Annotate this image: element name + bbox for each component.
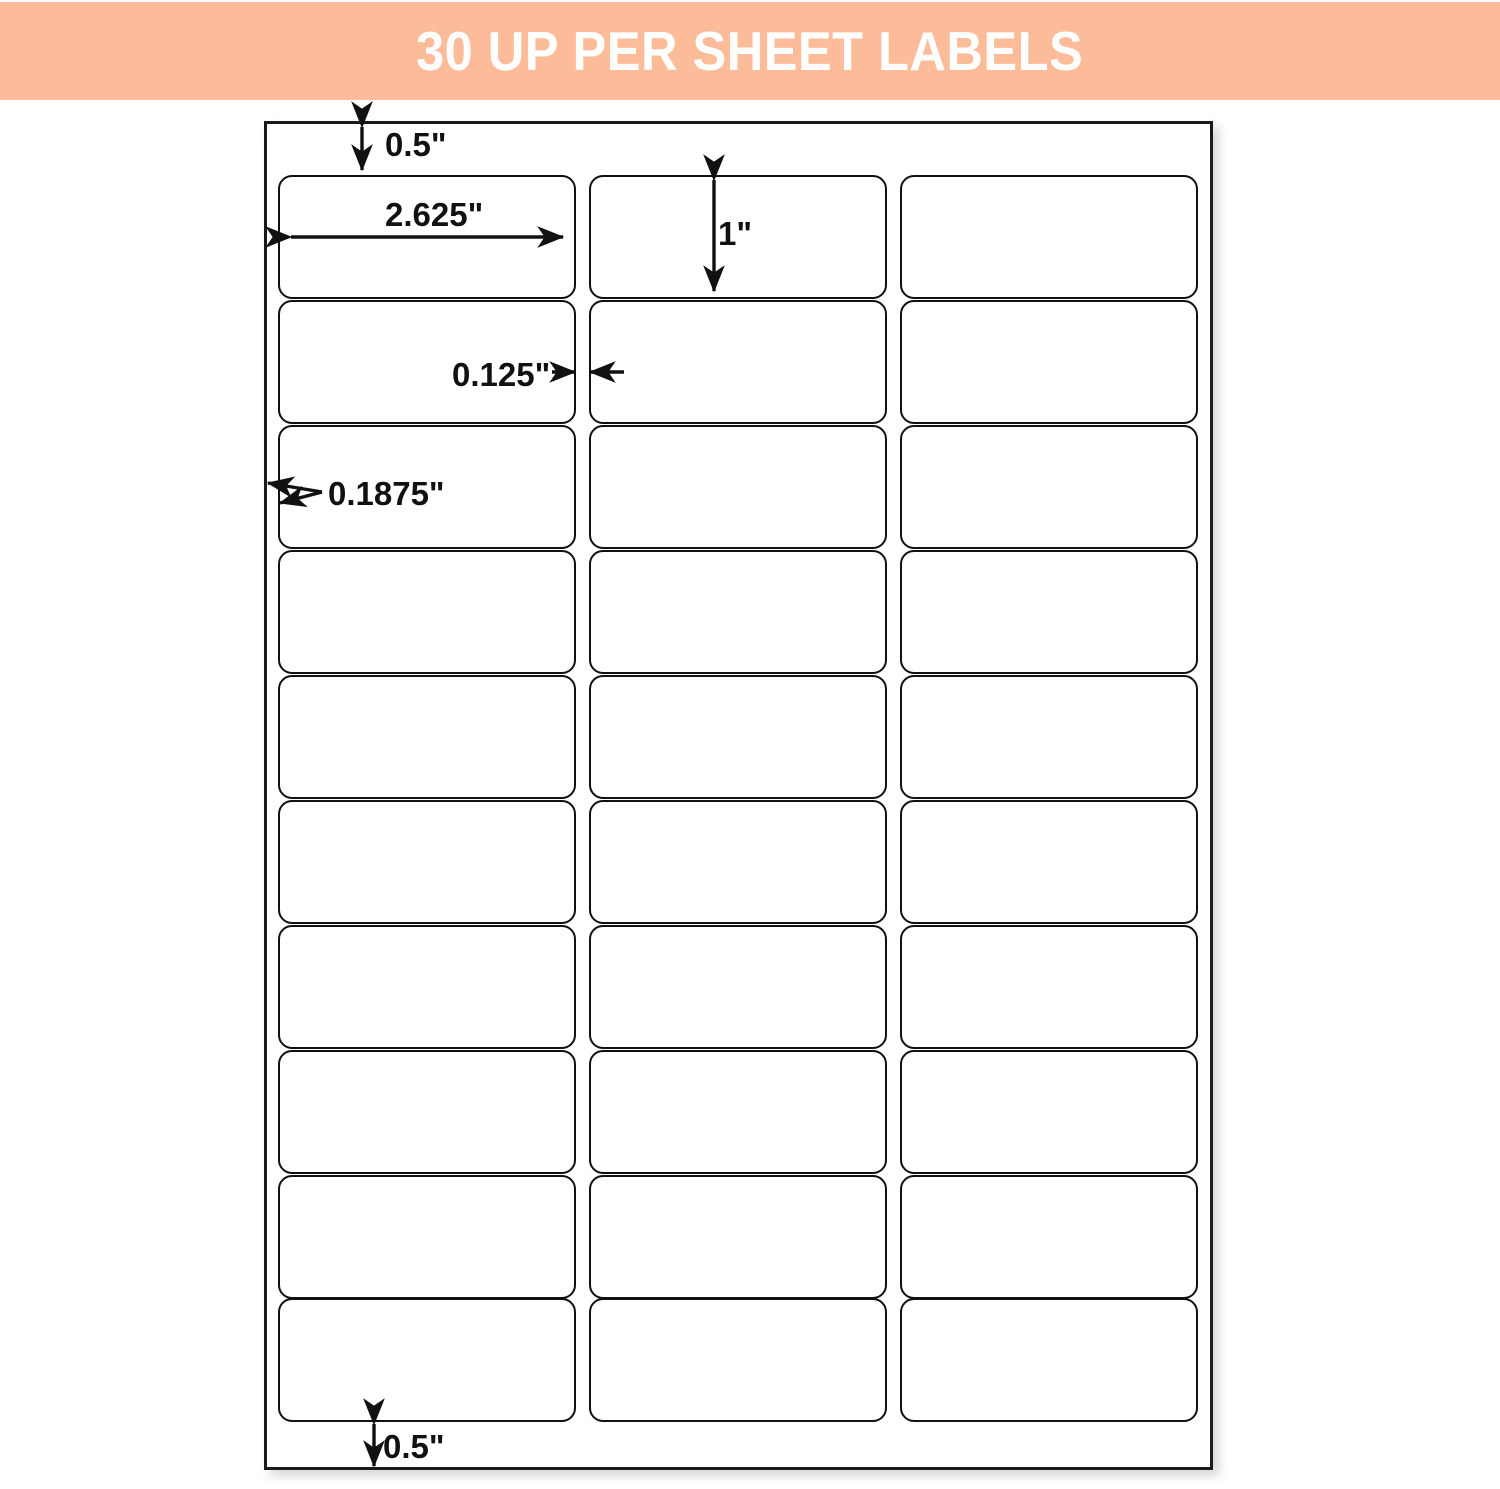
label-cell[interactable] bbox=[278, 550, 576, 674]
label-cell[interactable] bbox=[900, 1050, 1198, 1174]
header-banner: 30 UP PER SHEET LABELS bbox=[0, 2, 1500, 100]
label-cell[interactable] bbox=[278, 1175, 576, 1299]
label-cell[interactable] bbox=[278, 425, 576, 549]
label-cell[interactable] bbox=[278, 800, 576, 924]
label-column-2 bbox=[589, 175, 887, 1422]
label-cell[interactable] bbox=[589, 800, 887, 924]
label-cell[interactable] bbox=[278, 300, 576, 424]
label-cell[interactable] bbox=[900, 1298, 1198, 1422]
banner-title: 30 UP PER SHEET LABELS bbox=[416, 20, 1084, 82]
label-cell[interactable] bbox=[278, 675, 576, 799]
label-cell[interactable] bbox=[278, 1050, 576, 1174]
label-cell[interactable] bbox=[589, 925, 887, 1049]
label-sheet bbox=[264, 121, 1213, 1470]
label-cell[interactable] bbox=[589, 300, 887, 424]
label-column-1 bbox=[278, 175, 576, 1422]
label-cell[interactable] bbox=[900, 1175, 1198, 1299]
label-cell[interactable] bbox=[900, 425, 1198, 549]
label-cell[interactable] bbox=[278, 175, 576, 299]
label-cell[interactable] bbox=[589, 425, 887, 549]
label-cell[interactable] bbox=[589, 1298, 887, 1422]
label-cell[interactable] bbox=[900, 925, 1198, 1049]
label-column-3 bbox=[900, 175, 1198, 1422]
label-cell[interactable] bbox=[900, 800, 1198, 924]
label-cell[interactable] bbox=[589, 1175, 887, 1299]
label-cell[interactable] bbox=[589, 550, 887, 674]
label-cell[interactable] bbox=[900, 675, 1198, 799]
label-cell[interactable] bbox=[589, 675, 887, 799]
label-cell[interactable] bbox=[589, 175, 887, 299]
label-cell[interactable] bbox=[589, 1050, 887, 1174]
label-cell[interactable] bbox=[900, 300, 1198, 424]
label-cell[interactable] bbox=[900, 550, 1198, 674]
label-grid bbox=[278, 175, 1199, 1422]
label-cell[interactable] bbox=[278, 1298, 576, 1422]
label-cell[interactable] bbox=[278, 925, 576, 1049]
label-cell[interactable] bbox=[900, 175, 1198, 299]
